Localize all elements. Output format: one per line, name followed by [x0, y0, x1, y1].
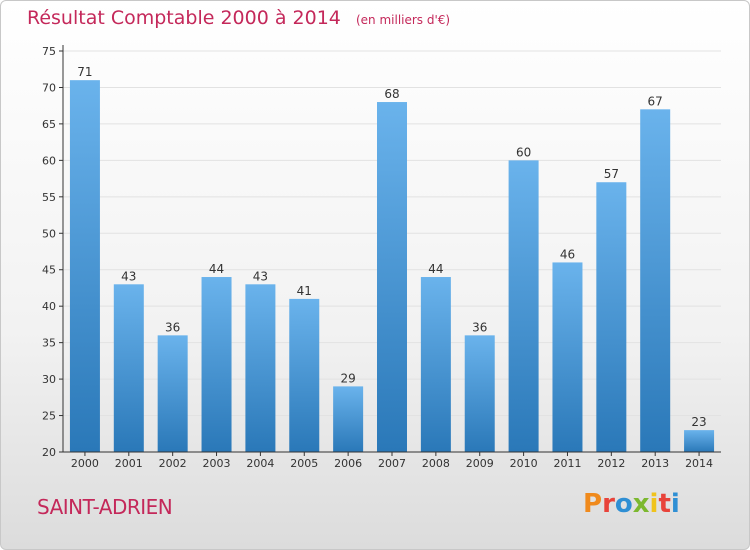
- logo-letter: o: [614, 489, 633, 519]
- y-tick-label: 25: [42, 410, 56, 423]
- y-tick-label: 50: [42, 227, 56, 240]
- bar: [245, 284, 276, 452]
- bar: [420, 277, 451, 452]
- data-label: 46: [560, 247, 575, 261]
- bar: [640, 109, 671, 452]
- x-tick-label: 2009: [466, 457, 494, 470]
- logo-letter: P: [583, 489, 603, 519]
- y-tick-label: 70: [42, 81, 56, 94]
- bar: [377, 102, 407, 452]
- bar: [684, 430, 715, 452]
- bar: [596, 182, 627, 452]
- x-tick-label: 2001: [115, 457, 143, 470]
- x-tick-label: 2011: [553, 457, 581, 470]
- bar: [464, 335, 495, 452]
- x-tick-label: 2012: [597, 457, 625, 470]
- bar: [69, 80, 100, 452]
- logo-letter: t: [658, 489, 671, 519]
- y-tick-label: 75: [42, 45, 56, 58]
- x-tick-label: 2014: [685, 457, 713, 470]
- y-tick-label: 35: [42, 337, 56, 350]
- chart-header: Résultat Comptable 2000 à 2014 (en milli…: [27, 7, 450, 29]
- y-tick-label: 55: [42, 191, 56, 204]
- commune-name: SAINT-ADRIEN: [37, 495, 173, 519]
- chart-subtitle: (en milliers d'€): [355, 13, 451, 27]
- logo-letter: i: [670, 489, 680, 519]
- logo-letter: x: [632, 489, 650, 519]
- logo-letter: r: [602, 489, 615, 519]
- data-label: 44: [209, 262, 224, 276]
- x-tick-label: 2013: [641, 457, 669, 470]
- logo-letter: i: [649, 489, 659, 519]
- data-label: 57: [604, 167, 619, 181]
- y-tick-label: 40: [42, 300, 56, 313]
- data-label: 71: [77, 65, 92, 79]
- data-label: 43: [121, 269, 136, 283]
- data-label: 60: [516, 145, 531, 159]
- x-tick-label: 2008: [422, 457, 450, 470]
- data-label: 29: [340, 371, 355, 385]
- chart-title: Résultat Comptable 2000 à 2014: [27, 7, 341, 29]
- x-tick-label: 2010: [510, 457, 538, 470]
- x-tick-label: 2002: [159, 457, 187, 470]
- bar: [289, 298, 320, 452]
- axes: [59, 45, 721, 456]
- y-tick-label: 65: [42, 118, 56, 131]
- x-tick-label: 2003: [203, 457, 231, 470]
- data-label: 36: [472, 320, 487, 334]
- y-tick-label: 45: [42, 264, 56, 277]
- x-tick-label: 2007: [378, 457, 406, 470]
- data-label: 43: [253, 269, 268, 283]
- bar: [113, 284, 144, 452]
- bar: [552, 262, 583, 452]
- x-tick-label: 2004: [246, 457, 274, 470]
- bar: [333, 386, 364, 452]
- data-label: 44: [428, 262, 443, 276]
- y-tick-label: 20: [42, 446, 56, 459]
- bars: [69, 80, 715, 452]
- bar: [157, 335, 188, 452]
- data-label: 67: [648, 94, 663, 108]
- proxiti-logo: Proxiti: [583, 489, 680, 519]
- x-tick-label: 2006: [334, 457, 362, 470]
- data-label: 23: [691, 415, 706, 429]
- labels: 20 25 30 35 40 45 50 55 60 65 70 75 71 2000 43 2001 36 20…: [42, 45, 713, 470]
- y-tick-label: 60: [42, 154, 56, 167]
- bar: [508, 160, 539, 452]
- data-label: 68: [384, 87, 399, 101]
- x-tick-label: 2000: [71, 457, 99, 470]
- data-label: 36: [165, 320, 180, 334]
- y-tick-label: 30: [42, 373, 56, 386]
- x-tick-label: 2005: [290, 457, 318, 470]
- data-label: 41: [297, 284, 312, 298]
- bar: [201, 277, 232, 452]
